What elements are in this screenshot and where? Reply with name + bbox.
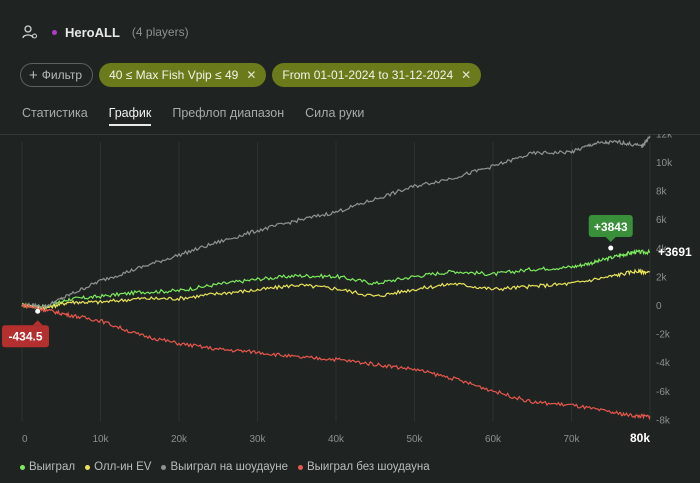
x-tick-label: 40k — [328, 434, 345, 445]
y-tick-label: -2k — [656, 330, 671, 341]
close-icon[interactable]: ✕ — [461, 68, 472, 82]
max-point-marker — [608, 245, 614, 251]
x-tick-label: 50k — [406, 434, 423, 445]
y-tick-label: 12k — [656, 134, 673, 140]
x-tick-label: 30k — [249, 434, 266, 445]
divider — [0, 134, 700, 135]
x-tick-label: 60k — [485, 434, 502, 445]
y-tick-label: -8k — [656, 415, 671, 426]
y-tick-label: 8k — [656, 187, 668, 198]
chart-legend: Выиграл Олл-ин EV Выиграл на шоудауне Выигр… — [20, 461, 430, 473]
x-tick-label: 80k — [630, 431, 650, 445]
y-tick-label: 2k — [656, 272, 668, 283]
legend-label: Олл-ин EV — [94, 461, 152, 473]
min-callout-pointer — [32, 320, 43, 326]
final-value-label: +3691 — [658, 245, 692, 259]
legend-label: Выиграл на шоудауне — [170, 461, 288, 473]
add-filter-button[interactable]: + Фильтр — [20, 63, 94, 87]
x-tick-label: 0 — [22, 434, 28, 445]
legend-label: Выиграл — [29, 461, 76, 473]
min-callout-label: -434.5 — [8, 330, 42, 344]
series-line — [21, 135, 651, 310]
filter-chip-vpip[interactable]: 40 ≤ Max Fish Vpip ≤ 49 ✕ — [99, 63, 267, 87]
tab-hand-strength[interactable]: Сила руки — [305, 106, 365, 120]
filter-chip-label: From 01-01-2024 to 31-12-2024 — [282, 68, 454, 82]
player-color-dot — [52, 29, 57, 35]
user-settings-icon[interactable] — [22, 24, 38, 40]
y-tick-label: 4k — [656, 244, 668, 255]
filter-bar: + Фильтр 40 ≤ Max Fish Vpip ≤ 49 ✕ From … — [20, 63, 482, 87]
x-tick-label: 70k — [563, 434, 580, 445]
max-callout-label: +3843 — [594, 220, 628, 234]
series-line — [22, 302, 651, 421]
y-tick-label: 10k — [656, 158, 673, 169]
legend-label: Выиграл без шоудауна — [306, 461, 430, 473]
winnings-chart[interactable]: 0 10k 20k 30k 40k 50k 60k 70k 80k 12k 10k 8k 6k 4k 2k 0… — [0, 134, 700, 454]
x-tick-label: 20k — [171, 434, 188, 445]
series-line — [21, 248, 650, 310]
tab-preflop-range[interactable]: Префлоп диапазон — [172, 106, 285, 120]
tab-statistics[interactable]: Статистика — [22, 106, 88, 120]
y-tick-label: -4k — [656, 358, 671, 369]
player-header: HeroALL (4 players) — [22, 22, 189, 42]
legend-item[interactable]: Выиграл на шоудауне — [161, 461, 288, 473]
y-tick-label: 6k — [656, 215, 668, 226]
filter-chip-date[interactable]: From 01-01-2024 to 31-12-2024 ✕ — [272, 63, 482, 87]
legend-dot — [20, 464, 25, 470]
legend-dot — [85, 464, 91, 470]
y-tick-label: -6k — [656, 387, 671, 398]
close-icon[interactable]: ✕ — [246, 68, 257, 82]
legend-item[interactable]: Олл-ин EV — [85, 461, 151, 473]
legend-dot — [161, 464, 167, 470]
add-filter-label: Фильтр — [41, 68, 83, 82]
tab-graph[interactable]: График — [108, 106, 152, 126]
player-name[interactable]: HeroALL — [65, 24, 120, 40]
tab-bar: Статистика График Префлоп диапазон Сила … — [22, 106, 364, 126]
series-line — [21, 268, 651, 312]
plus-icon: + — [29, 66, 38, 84]
min-point-marker — [35, 308, 41, 314]
legend-item[interactable]: Выиграл без шоудауна — [297, 461, 430, 473]
filter-chip-label: 40 ≤ Max Fish Vpip ≤ 49 — [109, 68, 239, 82]
legend-dot — [297, 464, 303, 470]
x-tick-label: 10k — [92, 434, 109, 445]
max-callout-box — [588, 215, 633, 238]
min-callout-box — [2, 325, 49, 348]
max-callout-pointer — [605, 237, 616, 243]
y-tick-label: 0 — [656, 301, 662, 312]
legend-item[interactable]: Выиграл — [20, 461, 75, 473]
player-count: (4 players) — [131, 25, 189, 39]
